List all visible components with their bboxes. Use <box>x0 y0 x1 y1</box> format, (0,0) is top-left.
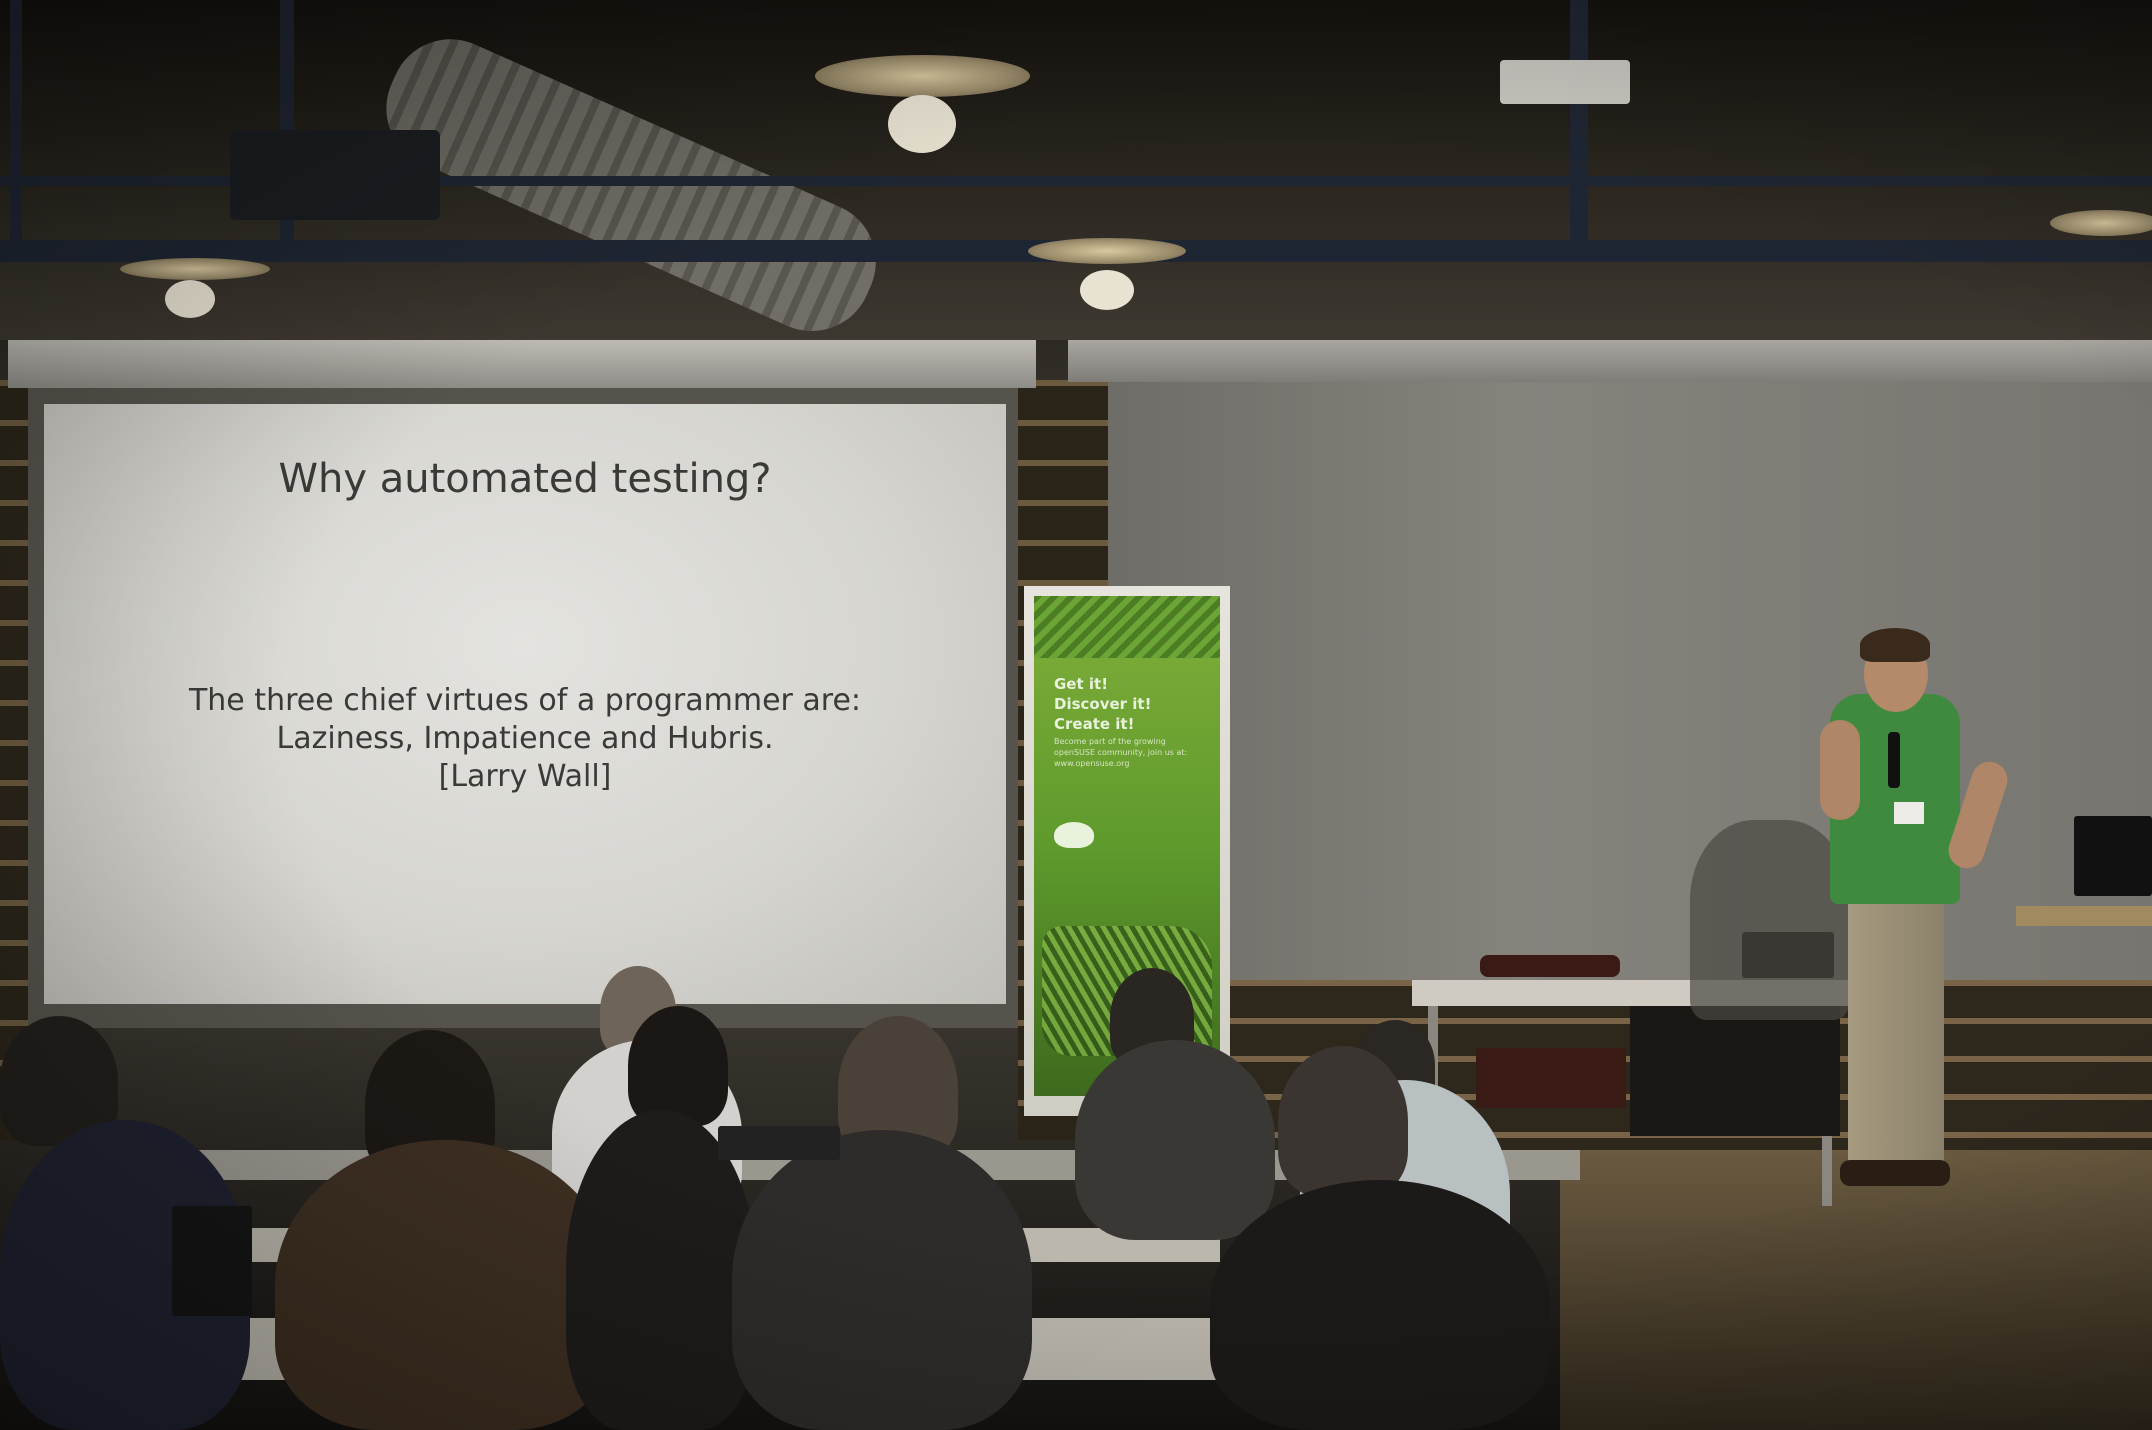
ceiling-lamp <box>2050 210 2152 236</box>
ceiling-lamp-bulb <box>1080 270 1134 310</box>
quote-line: The three chief virtues of a programmer … <box>44 682 1006 720</box>
presenter-shadow <box>1690 820 1850 1020</box>
audience-member <box>732 1130 1032 1430</box>
opensuse-chameleon-logo <box>1054 822 1094 848</box>
audience-member <box>275 1140 615 1430</box>
microphone <box>1888 732 1900 788</box>
wall-slats <box>0 380 30 1140</box>
laptop <box>2074 816 2152 896</box>
presenter-shoes <box>1840 1160 1950 1186</box>
ceiling-lamp-bulb <box>165 280 215 318</box>
quote-line: Laziness, Impatience and Hubris. <box>44 720 1006 758</box>
stage <box>1560 1150 2152 1430</box>
banner-stripes <box>1034 596 1220 658</box>
screen-housing <box>8 340 1036 388</box>
presenter-hair <box>1860 628 1930 662</box>
audience-member <box>1278 1046 1408 1196</box>
slide-quote: The three chief virtues of a programmer … <box>44 682 1006 796</box>
presentation-slide: Why automated testing? The three chief v… <box>44 404 1006 1004</box>
presenter-arm <box>1820 720 1860 820</box>
ceiling-speaker <box>230 130 440 220</box>
ceiling-lamp <box>1028 238 1186 264</box>
name-badge <box>1894 802 1924 824</box>
back-wall <box>1100 340 2152 980</box>
ceiling-beam <box>10 0 22 260</box>
banner-slogan-line: Get it! <box>1054 674 1151 694</box>
banner-slogan: Get it! Discover it! Create it! <box>1054 674 1151 734</box>
ceiling-projector <box>1500 60 1630 104</box>
audience-laptop <box>718 1126 840 1160</box>
audience-member <box>1075 1040 1275 1240</box>
quote-attribution: [Larry Wall] <box>44 758 1006 796</box>
screen-housing <box>1068 340 2152 382</box>
audience-laptop <box>172 1206 252 1316</box>
banner-slogan-line: Discover it! <box>1054 694 1151 714</box>
chair-seat <box>1476 1048 1626 1108</box>
ceiling-lamp <box>120 258 270 280</box>
ceiling-beam <box>0 176 2152 186</box>
chair <box>1480 955 1620 977</box>
slide-title: Why automated testing? <box>44 456 1006 502</box>
audience-member <box>566 1110 756 1430</box>
ceiling-lamp <box>815 55 1030 97</box>
audience-member <box>1210 1180 1550 1430</box>
table-cloth <box>1630 1006 1840 1136</box>
presenter-legs <box>1848 895 1944 1175</box>
audience-member <box>628 1006 728 1126</box>
banner-slogan-line: Create it! <box>1054 714 1151 734</box>
ceiling-lamp-bulb <box>888 95 956 153</box>
side-lectern <box>2016 906 2152 926</box>
banner-small-text: Become part of the growing openSUSE comm… <box>1054 736 1204 769</box>
